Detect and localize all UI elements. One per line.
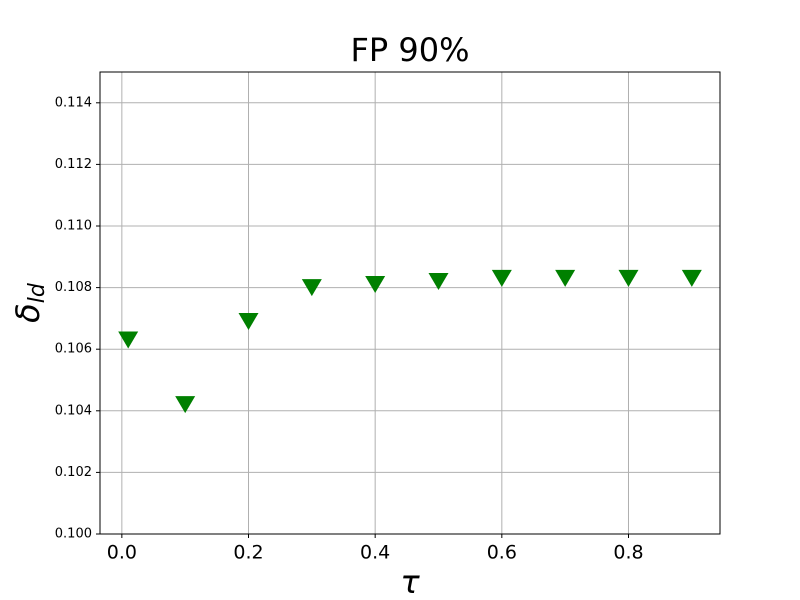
x-tick-label: 0.8 [613, 542, 643, 564]
y-axis-label: δld [9, 282, 50, 323]
y-tick-label: 0.112 [55, 157, 92, 172]
x-tick-label: 0.6 [487, 542, 517, 564]
x-tick-label: 0.0 [107, 542, 137, 564]
x-tick-label: 0.2 [233, 542, 263, 564]
marker [118, 331, 139, 349]
y-tick-label: 0.102 [55, 465, 92, 480]
marker [491, 269, 512, 287]
y-label-symbol: δ [9, 303, 47, 323]
marker [301, 279, 322, 297]
y-tick-label: 0.110 [55, 219, 92, 234]
plot-frame [99, 71, 721, 535]
marker [428, 272, 449, 290]
y-tick-label: 0.106 [55, 342, 92, 357]
y-tick-label: 0.108 [55, 280, 92, 295]
y-tick-label: 0.104 [55, 403, 92, 418]
y-tick-label: 0.100 [55, 527, 92, 542]
marker [175, 396, 196, 414]
marker [555, 269, 576, 287]
chart-title: FP 90% [351, 31, 470, 69]
y-label-subscript: ld [25, 282, 50, 303]
marker [238, 312, 259, 330]
marker [618, 269, 639, 287]
marker [365, 276, 386, 294]
y-tick-label: 0.114 [55, 95, 92, 110]
marker [681, 269, 702, 287]
x-tick-label: 0.4 [360, 542, 390, 564]
x-axis-label: τ [400, 563, 420, 600]
